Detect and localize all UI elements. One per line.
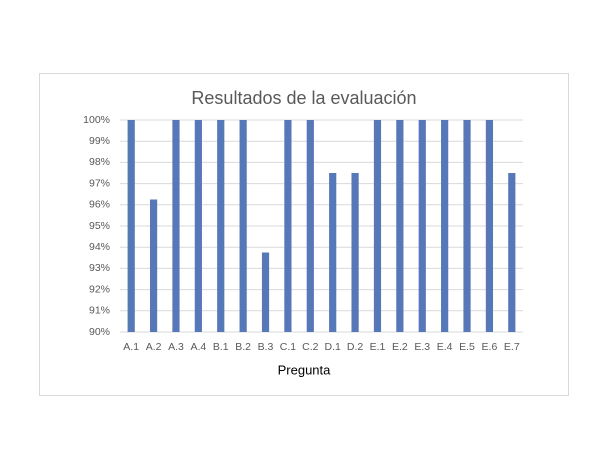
- bar: [306, 120, 314, 332]
- y-tick-label: 95%: [89, 220, 110, 232]
- chart-title: Resultados de la evaluación: [191, 88, 416, 108]
- x-tick-label: E.2: [392, 341, 408, 353]
- x-tick-label: A.2: [146, 341, 162, 353]
- bar: [149, 199, 158, 332]
- bar: [485, 120, 494, 332]
- bar: [508, 173, 516, 332]
- bar: [373, 120, 382, 332]
- bar: [463, 120, 471, 332]
- x-tick-label: B.3: [258, 341, 274, 353]
- x-tick-label: C.2: [302, 341, 319, 353]
- y-tick-label: 94%: [89, 241, 110, 253]
- bar: [127, 120, 135, 332]
- bar: [396, 120, 404, 332]
- x-tick-label: E.3: [414, 341, 430, 353]
- y-tick-label: 96%: [89, 199, 110, 211]
- bar: [441, 120, 449, 332]
- x-tick-label: E.6: [482, 341, 498, 353]
- x-axis-label: Pregunta: [278, 362, 332, 377]
- bar: [329, 173, 337, 332]
- y-tick-label: 90%: [89, 326, 110, 338]
- y-tick-label: 97%: [89, 177, 110, 189]
- bar: [351, 173, 359, 332]
- bar: [261, 252, 270, 332]
- x-tick-label: D.2: [347, 341, 364, 353]
- x-tick-label: E.4: [437, 341, 453, 353]
- bar: [239, 120, 247, 332]
- x-tick-label: C.1: [280, 341, 297, 353]
- x-tick-label: A.1: [123, 341, 139, 353]
- y-tick-label: 100%: [83, 114, 110, 126]
- y-tick-label: 98%: [89, 156, 110, 168]
- y-tick-label: 93%: [89, 262, 110, 274]
- y-tick-label: 92%: [89, 283, 110, 295]
- x-tick-label: E.1: [370, 341, 386, 353]
- y-tick-label: 99%: [89, 135, 110, 147]
- x-tick-label: E.7: [504, 341, 520, 353]
- bar: [217, 120, 225, 332]
- y-tick-label: 91%: [89, 305, 110, 317]
- x-tick-label: D.1: [325, 341, 342, 353]
- x-tick-label: B.2: [235, 341, 251, 353]
- x-tick-label: A.4: [190, 341, 206, 353]
- bar: [172, 120, 180, 332]
- x-tick-label: A.3: [168, 341, 184, 353]
- x-tick-label: B.1: [213, 341, 229, 353]
- bar: [284, 120, 292, 332]
- bar: [418, 120, 426, 332]
- x-tick-label: E.5: [459, 341, 475, 353]
- bar: [194, 120, 202, 332]
